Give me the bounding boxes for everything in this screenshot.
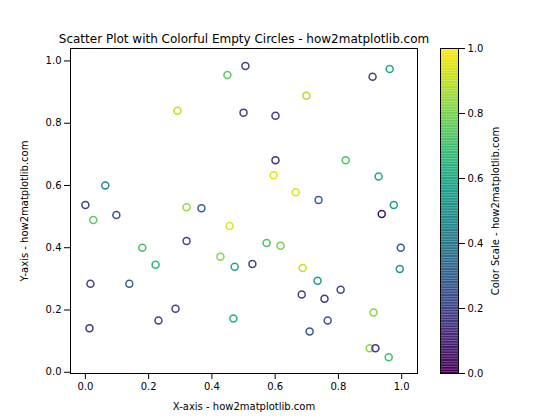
- svg-text:0.6: 0.6: [468, 173, 484, 184]
- svg-text:0.2: 0.2: [46, 304, 62, 315]
- svg-text:0.0: 0.0: [46, 366, 62, 377]
- svg-text:0.4: 0.4: [204, 381, 220, 392]
- svg-text:1.0: 1.0: [46, 55, 62, 66]
- svg-text:0.0: 0.0: [77, 381, 93, 392]
- svg-text:0.8: 0.8: [46, 117, 62, 128]
- svg-text:Scatter Plot with Colorful Emp: Scatter Plot with Colorful Empty Circles…: [59, 32, 429, 46]
- svg-text:0.2: 0.2: [141, 381, 157, 392]
- svg-text:0.6: 0.6: [46, 180, 62, 191]
- svg-text:1.0: 1.0: [468, 43, 484, 54]
- svg-text:0.0: 0.0: [468, 368, 484, 379]
- svg-text:0.4: 0.4: [46, 242, 62, 253]
- svg-text:0.4: 0.4: [468, 238, 484, 249]
- svg-text:0.8: 0.8: [330, 381, 346, 392]
- svg-text:Color Scale - how2matplotlib.c: Color Scale - how2matplotlib.com: [490, 127, 501, 296]
- svg-text:0.6: 0.6: [267, 381, 283, 392]
- svg-text:0.8: 0.8: [468, 108, 484, 119]
- svg-text:1.0: 1.0: [394, 381, 410, 392]
- svg-text:0.2: 0.2: [468, 303, 484, 314]
- svg-text:X-axis - how2matplotlib.com: X-axis - how2matplotlib.com: [173, 401, 315, 412]
- svg-text:Y-axis - how2matplotlib.com: Y-axis - how2matplotlib.com: [19, 141, 30, 283]
